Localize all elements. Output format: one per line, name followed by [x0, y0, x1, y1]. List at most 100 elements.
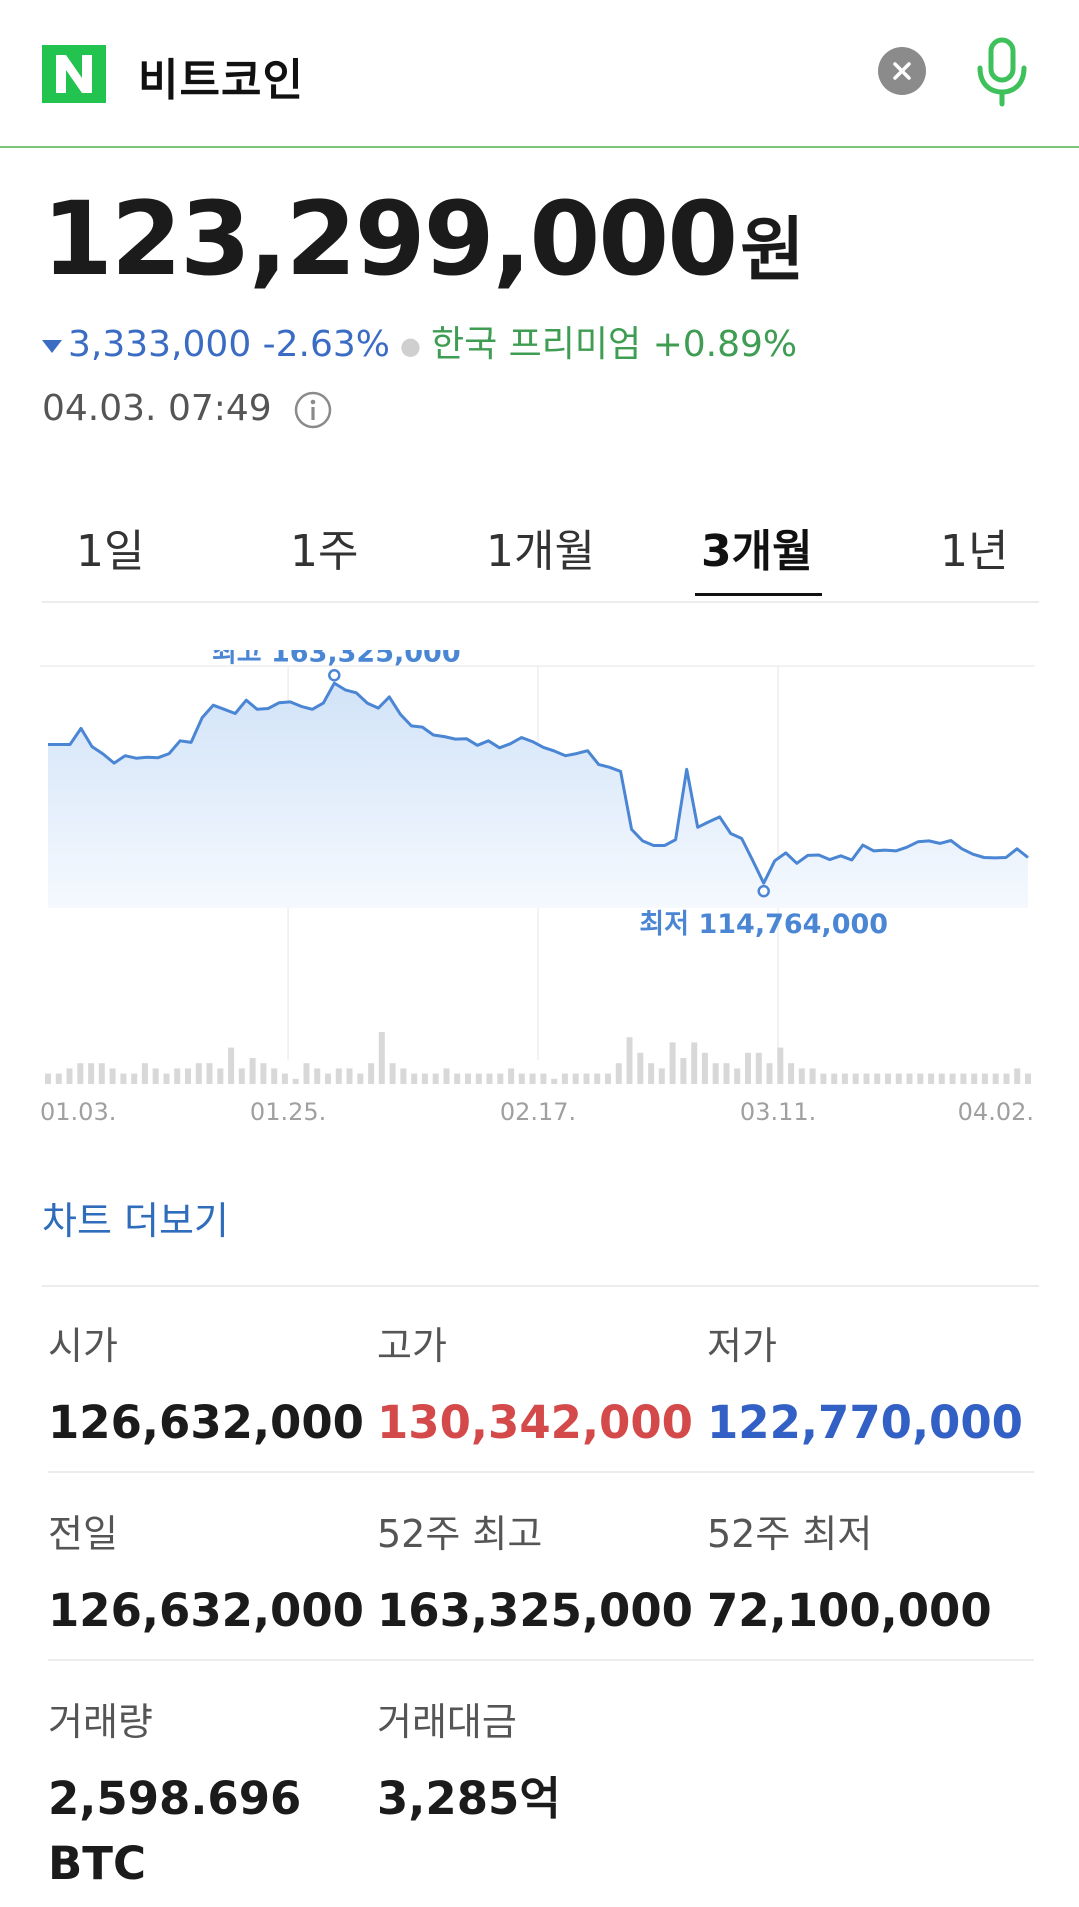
- volume-bar: [637, 1052, 644, 1084]
- volume-bar: [1014, 1068, 1021, 1084]
- naver-logo-icon[interactable]: [42, 45, 106, 103]
- volume-bar: [443, 1068, 450, 1084]
- volume-bar: [66, 1068, 73, 1084]
- price-line: [48, 681, 1029, 885]
- volume-bar: [701, 1052, 708, 1084]
- close-icon[interactable]: [878, 47, 926, 95]
- stat-52w-high: 52주 최고 163,325,000: [377, 1503, 693, 1643]
- volume-bar: [508, 1068, 515, 1084]
- volume-bar: [77, 1063, 84, 1084]
- volume-bar: [777, 1047, 784, 1084]
- stat-52w-low: 52주 최저 72,100,000: [707, 1503, 992, 1643]
- stat-value: 72,100,000: [707, 1584, 992, 1637]
- volume-bar: [529, 1073, 536, 1084]
- volume-bar: [368, 1063, 375, 1084]
- volume-bar: [325, 1073, 331, 1084]
- tab-1-day[interactable]: 1일: [76, 526, 145, 577]
- x-tick-label: 01.25.: [250, 1098, 326, 1126]
- volume-bar: [88, 1063, 95, 1084]
- volume-bar: [594, 1073, 601, 1084]
- volume-bar: [497, 1073, 504, 1084]
- stat-label: 시가: [48, 1324, 118, 1368]
- volume-bar: [432, 1073, 439, 1084]
- volume-bar: [917, 1073, 924, 1084]
- info-icon[interactable]: [293, 390, 333, 430]
- volume-bar: [109, 1068, 116, 1084]
- volume-bar: [314, 1068, 321, 1084]
- microphone-icon[interactable]: [972, 36, 1032, 108]
- search-header: 비트코인: [0, 0, 1079, 148]
- tab-1-week[interactable]: 1주: [290, 526, 359, 577]
- price-chart[interactable]: 최고 163,325,000 최저 114,764,000 01.03. 01.2…: [40, 650, 1040, 1130]
- divider: [42, 1285, 1039, 1287]
- price-change: 3,333,000 -2.63%: [68, 324, 391, 365]
- volume-bar: [669, 1042, 676, 1084]
- stat-value: 163,325,000: [377, 1584, 693, 1637]
- volume-bar: [217, 1068, 224, 1084]
- volume-bar: [745, 1052, 751, 1084]
- high-marker: [328, 668, 341, 682]
- current-price: 123,299,000: [42, 180, 738, 299]
- volume-bar: [691, 1042, 698, 1084]
- more-chart-link[interactable]: 차트 더보기: [42, 1199, 229, 1243]
- stat-low: 저가 122,770,000: [707, 1315, 1023, 1455]
- tab-1-year[interactable]: 1년: [940, 526, 1009, 577]
- volume-bar: [895, 1073, 902, 1084]
- volume-bar: [260, 1063, 267, 1084]
- volume-bar: [648, 1063, 655, 1084]
- volume-bar: [465, 1073, 471, 1084]
- volume-bar: [454, 1073, 461, 1084]
- stat-value: 130,342,000: [377, 1396, 693, 1449]
- volume-bar: [971, 1073, 978, 1084]
- period-tabs: 1일 1주 1개월 3개월 1년: [42, 505, 1039, 603]
- stat-value: 126,632,000: [48, 1584, 364, 1637]
- stat-label: 거래대금: [377, 1700, 517, 1744]
- volume-bar: [626, 1037, 633, 1084]
- stat-label: 전일: [48, 1512, 118, 1556]
- volume-bar: [788, 1063, 795, 1084]
- active-tab-indicator: [695, 593, 822, 596]
- volume-bar: [335, 1068, 342, 1084]
- stat-value: 122,770,000: [707, 1396, 1023, 1449]
- volume-bar: [766, 1063, 773, 1084]
- stat-label: 52주 최고: [377, 1512, 543, 1556]
- stat-label: 거래량: [48, 1700, 153, 1744]
- volume-bar: [357, 1073, 364, 1084]
- volume-bar: [120, 1073, 127, 1084]
- stats-row: 거래량 2,598.696 BTC 거래대금 3,285억: [48, 1661, 1034, 1890]
- stat-label: 저가: [707, 1324, 777, 1368]
- volume-bar: [195, 1063, 202, 1084]
- tab-1-month[interactable]: 1개월: [486, 526, 595, 577]
- volume-bar: [152, 1068, 159, 1084]
- volume-bar: [249, 1058, 256, 1084]
- volume-bar: [421, 1073, 428, 1084]
- volume-bar: [734, 1068, 741, 1084]
- tab-3-months[interactable]: 3개월: [701, 526, 813, 577]
- volume-bar: [486, 1073, 493, 1084]
- volume-bar: [809, 1068, 816, 1084]
- volume-bar: [981, 1073, 988, 1084]
- volume-bar: [885, 1073, 891, 1084]
- search-query[interactable]: 비트코인: [138, 55, 304, 106]
- separator-dot: ●: [400, 332, 421, 360]
- volume-bar: [346, 1068, 353, 1084]
- volume-bar: [863, 1073, 870, 1084]
- volume-bar: [98, 1063, 105, 1084]
- price-area-fill: [48, 683, 1028, 908]
- volume-bar: [615, 1063, 622, 1084]
- stat-volume: 거래량 2,598.696 BTC: [48, 1691, 328, 1897]
- volume-bar: [55, 1073, 62, 1084]
- volume-bar: [378, 1032, 385, 1084]
- x-tick-label: 03.11.: [740, 1098, 816, 1126]
- volume-bar: [605, 1073, 611, 1084]
- stats-row: 시가 126,632,000 고가 130,342,000 저가 122,770…: [48, 1285, 1034, 1473]
- volume-bar: [798, 1068, 805, 1084]
- volume-bar: [680, 1058, 687, 1084]
- volume-bar: [389, 1063, 396, 1084]
- x-tick-label: 04.02.: [958, 1098, 1034, 1126]
- volume-bar: [928, 1073, 935, 1084]
- volume-bar: [820, 1073, 827, 1084]
- volume-bar: [949, 1073, 956, 1084]
- volume-bar: [1003, 1073, 1010, 1084]
- volume-bar: [831, 1073, 838, 1084]
